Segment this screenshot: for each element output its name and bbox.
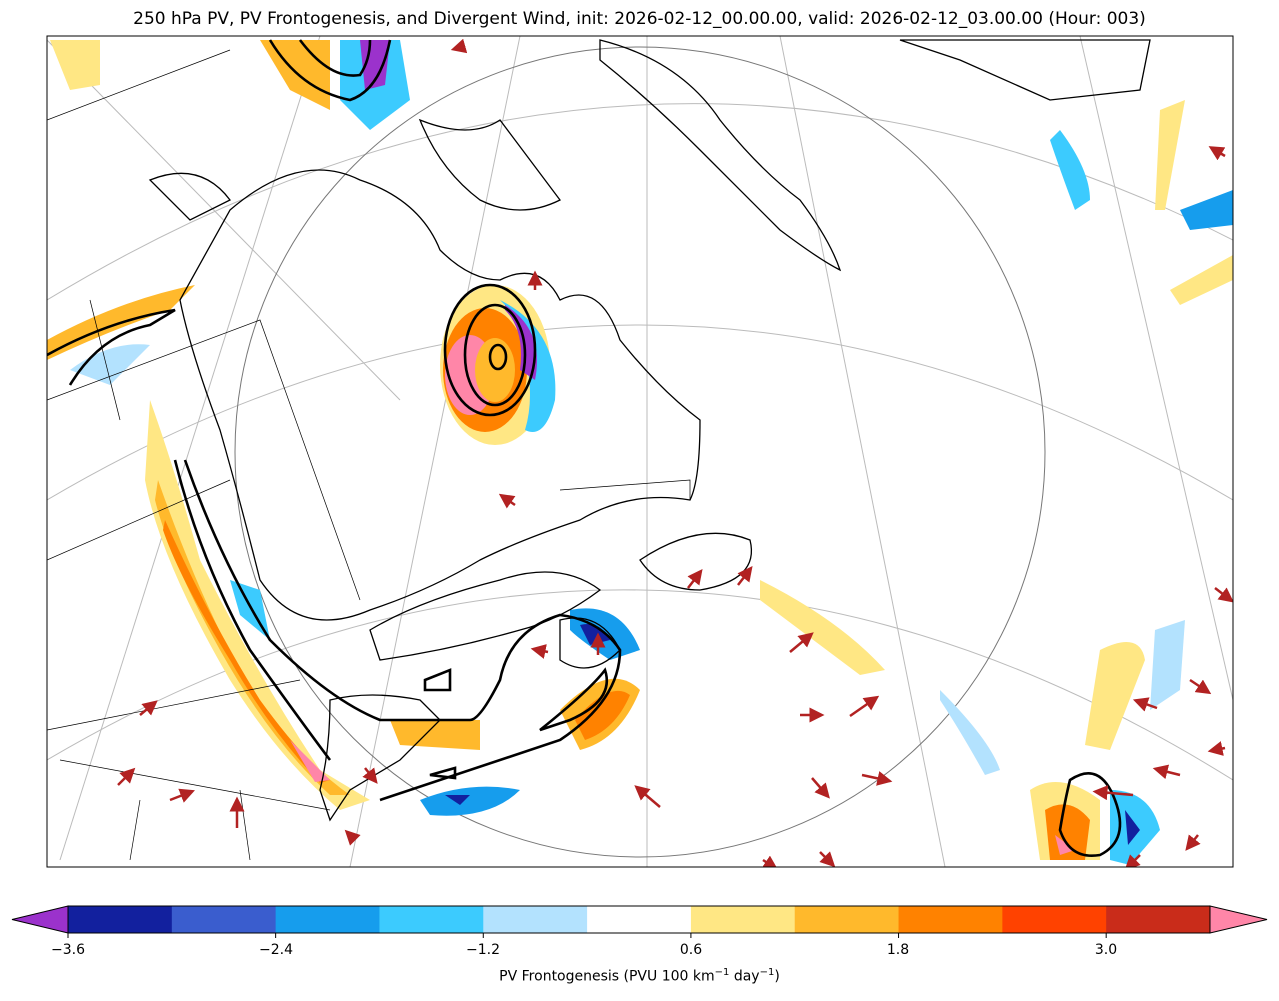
borders — [47, 49, 691, 861]
colorbar-segment — [68, 906, 173, 933]
colorbar-tick: −3.6 — [51, 942, 85, 958]
colorbar-segment — [483, 906, 588, 933]
colorbar-label-sup: −1 — [759, 967, 775, 978]
colorbar-segment — [1106, 906, 1211, 933]
colorbar-tick: 3.0 — [1094, 942, 1118, 958]
colorbar-segment — [690, 906, 796, 933]
colorbar-tick: −1.2 — [466, 942, 500, 958]
colorbar-segment — [171, 906, 277, 933]
map-title: 250 hPa PV, PV Frontogenesis, and Diverg… — [133, 9, 1146, 29]
graticule — [47, 36, 1233, 867]
colorbar-tick: 1.8 — [886, 942, 910, 958]
colorbar-segment — [1002, 906, 1107, 933]
colorbar-outline — [67, 905, 1211, 934]
colorbar-segment — [898, 906, 1003, 933]
colorbar-segment — [275, 906, 380, 933]
pv-contours — [47, 39, 1122, 858]
colorbar-over-extend — [1209, 905, 1268, 934]
colorbar-label: PV Frontogenesis (PVU 100 km−1 day−1) — [0, 967, 1279, 985]
colorbar-tick: 0.6 — [679, 942, 703, 958]
colorbar-under-extend — [11, 905, 69, 934]
colorbar-tick: −2.4 — [259, 942, 293, 958]
colorbar — [11, 905, 1268, 938]
colorbar-label-main: PV Frontogenesis (PVU 100 km — [499, 968, 715, 985]
colorbar-segment — [587, 906, 692, 933]
colorbar-label-mid: day — [729, 968, 760, 985]
colorbar-label-end: ) — [774, 968, 780, 985]
colorbar-segment — [379, 906, 484, 933]
divergent-wind-arrows — [117, 38, 1233, 867]
map-area — [47, 36, 1233, 867]
map-frame — [46, 35, 1234, 868]
colorbar-label-sup: −1 — [714, 967, 730, 978]
colorbar-segment — [794, 906, 900, 933]
